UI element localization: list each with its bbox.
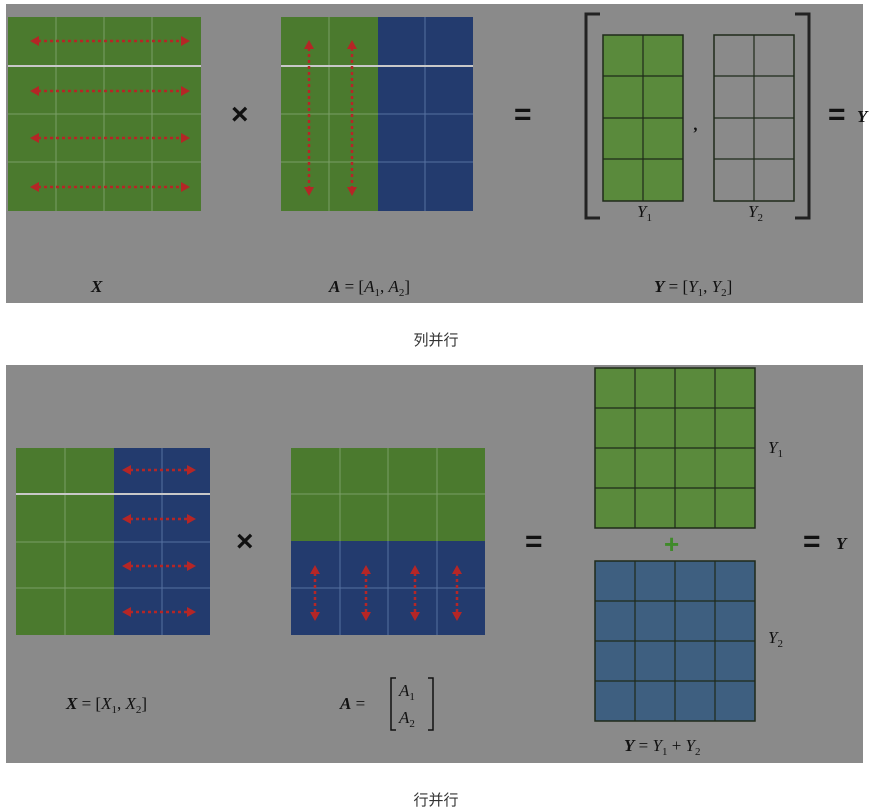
column-parallel-diagram: × = [6, 4, 869, 303]
row-parallel-svg: × = [16, 367, 848, 758]
times-symbol: × [236, 525, 254, 558]
x-label: X [90, 277, 103, 296]
y2-label: Y2 [768, 628, 783, 650]
column-arrow [347, 40, 357, 196]
plus-icon: + [664, 529, 679, 559]
column-arrow [310, 565, 320, 621]
result-y-label: Y [836, 534, 848, 553]
column-parallel-caption: 列并行 [413, 331, 459, 349]
y1-matrix [602, 34, 684, 202]
y2-matrix [713, 34, 795, 202]
row-parallel-diagram: × = [6, 365, 863, 763]
a-stack-bracket [390, 677, 434, 731]
y2-label: Y2 [748, 202, 763, 224]
equals-symbol: = [525, 525, 543, 558]
column-arrow [452, 565, 462, 621]
y1-matrix [594, 367, 756, 529]
a-matrix [281, 17, 473, 211]
comma-symbol: , [693, 115, 698, 134]
a-column-arrows [310, 565, 462, 621]
column-arrow [304, 40, 314, 196]
result-equals-symbol: = [803, 525, 821, 558]
a-stack-a2: A2 [398, 708, 415, 730]
times-symbol: × [231, 98, 249, 131]
row-arrow [122, 561, 196, 571]
row-arrow [30, 36, 190, 46]
result-bracket [584, 12, 811, 220]
x-matrix [8, 17, 201, 211]
sum-label: Y = Y1 + Y2 [624, 736, 701, 758]
row-parallel-caption: 行并行 [413, 791, 459, 809]
a-stack-a1: A1 [398, 681, 415, 703]
a-label: A = [339, 694, 365, 713]
column-arrow [410, 565, 420, 621]
x-matrix-grid [8, 17, 201, 211]
row-arrow [30, 86, 190, 96]
column-arrow [361, 565, 371, 621]
x-row-arrows [30, 36, 190, 192]
x-label: X = [X1, X2] [65, 694, 147, 716]
row-arrow [122, 465, 196, 475]
row-arrow [122, 514, 196, 524]
a-matrix [291, 448, 485, 635]
a-matrix-grid [281, 17, 473, 211]
y2-matrix [594, 560, 756, 722]
x-row-arrows [122, 465, 196, 617]
column-parallel-svg: × = [8, 12, 869, 299]
y1-label: Y1 [768, 438, 783, 460]
y-label: Y = [Y1, Y2] [654, 277, 732, 299]
y1-label: Y1 [637, 202, 652, 224]
result-equals-symbol: = [828, 98, 846, 131]
row-arrow [30, 133, 190, 143]
a-column-arrows [304, 40, 357, 196]
a-label: A = [A1, A2] [328, 277, 410, 299]
x-matrix [16, 448, 210, 635]
result-y-label: Y [857, 107, 869, 126]
row-arrow [30, 182, 190, 192]
equals-symbol: = [514, 98, 532, 131]
row-arrow [122, 607, 196, 617]
